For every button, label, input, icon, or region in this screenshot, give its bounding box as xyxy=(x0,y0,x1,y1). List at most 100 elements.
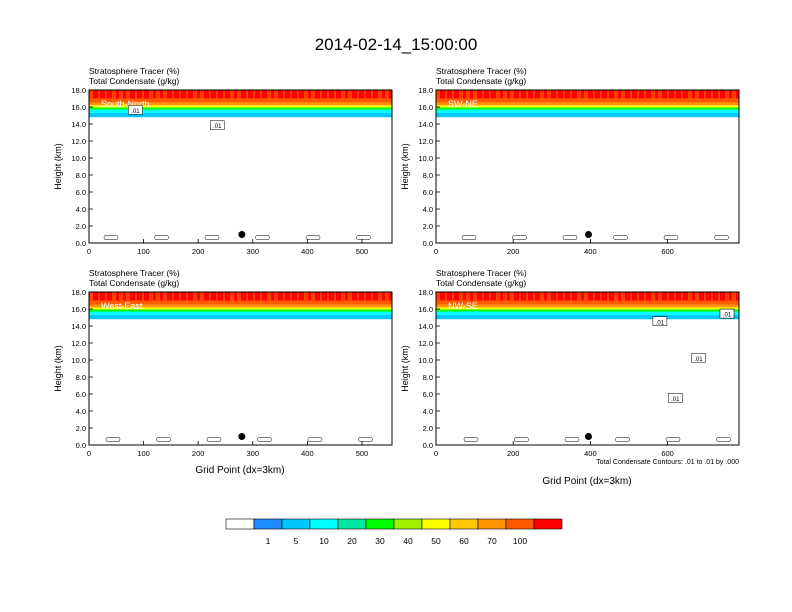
tracer-streak xyxy=(387,90,389,101)
tracer-streak xyxy=(468,292,470,303)
tracer-streak xyxy=(348,90,350,101)
tracer-streak xyxy=(658,292,660,303)
tracer-streak xyxy=(267,90,269,101)
cross-section-label: South-North xyxy=(101,99,150,109)
tracer-streak xyxy=(459,292,461,303)
tracer-streak xyxy=(232,90,234,101)
tracer-streak xyxy=(385,90,387,101)
tracer-streak xyxy=(503,90,505,101)
tracer-streak xyxy=(378,90,380,101)
tracer-streak xyxy=(690,90,692,101)
tracer-streak xyxy=(209,292,211,303)
tracer-streak xyxy=(498,90,500,101)
tracer-streak xyxy=(445,90,447,101)
tracer-streak xyxy=(496,90,498,101)
cross-section-label: SW-NE xyxy=(448,99,478,109)
y-axis-label: Height (km) xyxy=(400,143,410,190)
tracer-streak xyxy=(253,90,255,101)
contour-note: Total Condensate Contours: .01 to .01 by… xyxy=(596,459,739,466)
tracer-streak xyxy=(350,90,352,101)
tracer-streak xyxy=(690,292,692,303)
tracer-streak xyxy=(526,90,528,101)
tracer-streak xyxy=(593,292,595,303)
tracer-streak xyxy=(128,90,130,101)
colorbar-swatch-0 xyxy=(225,518,255,530)
tracer-streak xyxy=(304,292,306,303)
tracer-streak xyxy=(216,90,218,101)
y-tick-label: 0.0 xyxy=(423,441,433,450)
panel-header-condensate: Total Condensate (g/kg) xyxy=(89,278,179,288)
tracer-streak xyxy=(579,90,581,101)
tracer-layer-2 xyxy=(436,107,739,110)
tracer-streak xyxy=(126,90,128,101)
figure-title: 2014-02-14_15:00:00 xyxy=(315,35,478,54)
contour-label: .01 xyxy=(656,320,665,326)
x-tick-label: 200 xyxy=(192,449,205,458)
tracer-streak xyxy=(246,292,248,303)
tracer-streak xyxy=(653,90,655,101)
y-tick-label: 6.0 xyxy=(423,188,433,197)
tracer-streak xyxy=(202,292,204,303)
tracer-streak xyxy=(519,90,521,101)
tracer-layer-5 xyxy=(89,98,392,103)
colorbar-swatch-3 xyxy=(309,518,339,530)
tracer-streak xyxy=(149,292,151,303)
tracer-streak xyxy=(172,292,174,303)
x-tick-label: 200 xyxy=(507,449,520,458)
tracer-streak xyxy=(306,90,308,101)
tracer-streak xyxy=(556,90,558,101)
tracer-streak xyxy=(688,292,690,303)
y-tick-label: 4.0 xyxy=(76,205,86,214)
panel-header-condensate: Total Condensate (g/kg) xyxy=(89,76,179,86)
y-tick-label: 8.0 xyxy=(76,373,86,382)
tracer-streak xyxy=(607,90,609,101)
low-cloud-contour xyxy=(461,235,477,240)
tracer-streak xyxy=(579,292,581,303)
contour-label: .01 xyxy=(213,124,222,130)
tracer-streak xyxy=(505,292,507,303)
tracer-streak xyxy=(607,292,609,303)
tracer-streak xyxy=(496,292,498,303)
y-tick-label: 16.0 xyxy=(418,103,433,112)
y-tick-label: 12.0 xyxy=(418,339,433,348)
tracer-streak xyxy=(540,90,542,101)
tracer-streak xyxy=(135,292,137,303)
tracer-streak xyxy=(489,90,491,101)
colorbar-swatch-11 xyxy=(533,518,563,530)
tracer-streak xyxy=(586,90,588,101)
tracer-streak xyxy=(387,292,389,303)
tracer-streak xyxy=(482,90,484,101)
low-cloud-contour xyxy=(716,437,731,442)
tracer-streak xyxy=(371,90,373,101)
tracer-layer-1 xyxy=(89,109,392,113)
tracer-streak xyxy=(734,292,736,303)
tracer-streak xyxy=(246,90,248,101)
y-tick-label: 2.0 xyxy=(76,424,86,433)
tracer-streak xyxy=(200,292,202,303)
tracer-streak xyxy=(727,90,729,101)
tracer-streak xyxy=(276,292,278,303)
tracer-streak xyxy=(112,90,114,101)
tracer-streak xyxy=(269,292,271,303)
y-tick-label: 0.0 xyxy=(76,441,86,450)
tracer-streak xyxy=(547,90,549,101)
tracer-streak xyxy=(195,90,197,101)
tracer-streak xyxy=(202,90,204,101)
tracer-streak xyxy=(503,292,505,303)
colorbar-tick-label: 60 xyxy=(459,536,469,546)
y-tick-label: 16.0 xyxy=(418,305,433,314)
tracer-streak xyxy=(667,292,669,303)
tracer-streak xyxy=(114,292,116,303)
tracer-streak xyxy=(156,90,158,101)
panel-2: Stratosphere Tracer (%)Total Condensate … xyxy=(400,66,740,256)
tracer-streak xyxy=(644,292,646,303)
tracer-streak xyxy=(237,292,239,303)
tracer-streak xyxy=(239,292,241,303)
tracer-streak xyxy=(563,292,565,303)
tracer-streak xyxy=(119,90,121,101)
tracer-streak xyxy=(556,292,558,303)
colorbar-swatch-7 xyxy=(421,518,451,530)
y-tick-label: 0.0 xyxy=(76,239,86,248)
tracer-streak xyxy=(621,292,623,303)
y-tick-label: 4.0 xyxy=(76,407,86,416)
